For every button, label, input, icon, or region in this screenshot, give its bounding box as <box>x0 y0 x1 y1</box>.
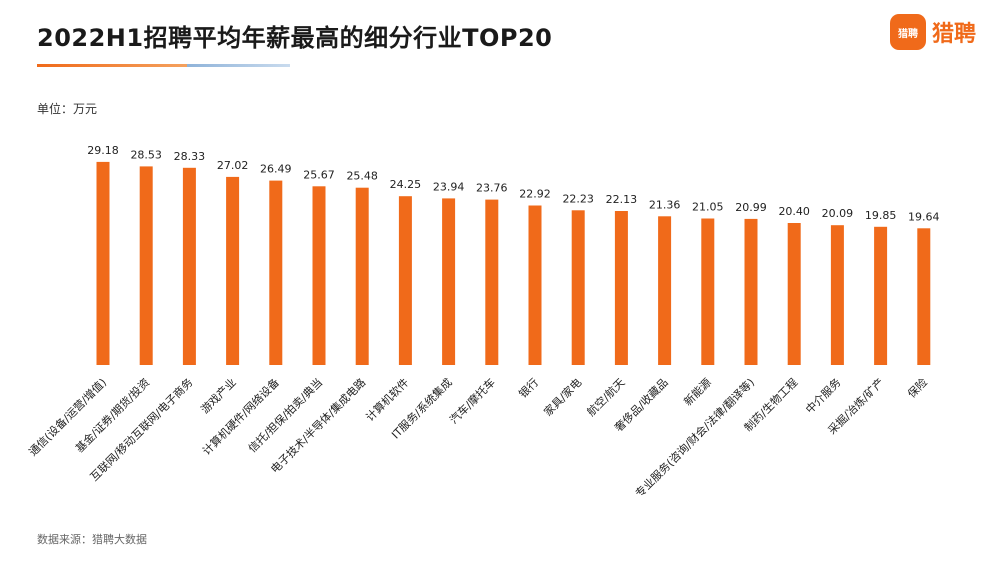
source-note: 数据来源：猎聘大数据 <box>37 533 147 546</box>
bar-14 <box>658 216 672 365</box>
bar-4 <box>226 176 240 365</box>
category-label-10: 汽车/摩托车 <box>447 375 498 426</box>
brand-logo: 猎聘 猎聘 <box>889 14 976 50</box>
value-label-10: 23.76 <box>476 182 508 195</box>
value-label-2: 28.53 <box>130 148 162 161</box>
title-underline-orange <box>37 64 187 67</box>
value-label-1: 29.18 <box>87 144 119 157</box>
title-underline-blue <box>187 64 290 67</box>
value-label-3: 28.33 <box>174 150 206 163</box>
unit-label: 单位：万元 <box>37 102 98 116</box>
value-label-17: 20.40 <box>778 205 810 218</box>
value-label-5: 26.49 <box>260 163 292 176</box>
value-label-18: 20.09 <box>822 207 854 220</box>
bar-13 <box>614 211 628 365</box>
bar-6 <box>312 186 326 365</box>
bar-15 <box>701 218 715 365</box>
category-label-1: 通信(设备/运营/增值) <box>26 375 109 458</box>
page-title: 2022H1招聘平均年薪最高的细分行业TOP20 <box>37 24 553 52</box>
value-label-6: 25.67 <box>303 168 335 181</box>
value-label-4: 27.02 <box>217 159 249 172</box>
bar-11 <box>528 205 542 365</box>
value-label-12: 22.23 <box>562 192 594 205</box>
value-label-11: 22.92 <box>519 188 551 201</box>
bar-20 <box>917 228 931 365</box>
bar-18 <box>830 225 844 365</box>
category-label-13: 航空/航天 <box>584 375 628 419</box>
bar-8 <box>398 196 412 365</box>
value-label-14: 21.36 <box>649 198 681 211</box>
category-label-11: 银行 <box>516 375 541 400</box>
bar-7 <box>355 187 369 365</box>
category-label-15: 新能源 <box>681 375 714 408</box>
brand-icon-text: 猎聘 <box>897 28 918 40</box>
bar-19 <box>874 226 888 365</box>
category-label-20: 保险 <box>904 375 929 400</box>
bar-16 <box>744 218 758 365</box>
value-label-15: 21.05 <box>692 201 724 214</box>
value-label-8: 24.25 <box>390 178 422 191</box>
title-underline <box>37 64 290 67</box>
bar-1 <box>96 161 110 365</box>
bar-9 <box>442 198 456 365</box>
category-label-2: 基金/证券/期货/投资 <box>72 375 152 455</box>
category-label-18: 中介服务 <box>803 376 843 416</box>
brand-name: 猎聘 <box>931 22 976 47</box>
value-label-16: 20.99 <box>735 201 767 214</box>
value-label-9: 23.94 <box>433 180 465 193</box>
value-label-13: 22.13 <box>606 193 638 206</box>
liepin-logo-icon: 猎聘 <box>889 14 926 50</box>
bar-5 <box>269 180 283 365</box>
category-label-4: 游戏产业 <box>198 375 239 416</box>
bar-12 <box>571 210 585 365</box>
bar-2 <box>139 166 153 365</box>
value-label-7: 25.48 <box>346 170 378 183</box>
value-label-20: 19.64 <box>908 210 940 223</box>
category-label-5: 计算机硬件/网络设备 <box>199 375 282 458</box>
category-label-12: 家具/家电 <box>541 375 585 419</box>
bar-3 <box>182 167 196 365</box>
category-label-6: 信托/担保/拍卖/典当 <box>245 375 325 455</box>
bar-10 <box>485 199 499 365</box>
value-label-19: 19.85 <box>865 209 897 222</box>
bar-17 <box>787 223 801 365</box>
